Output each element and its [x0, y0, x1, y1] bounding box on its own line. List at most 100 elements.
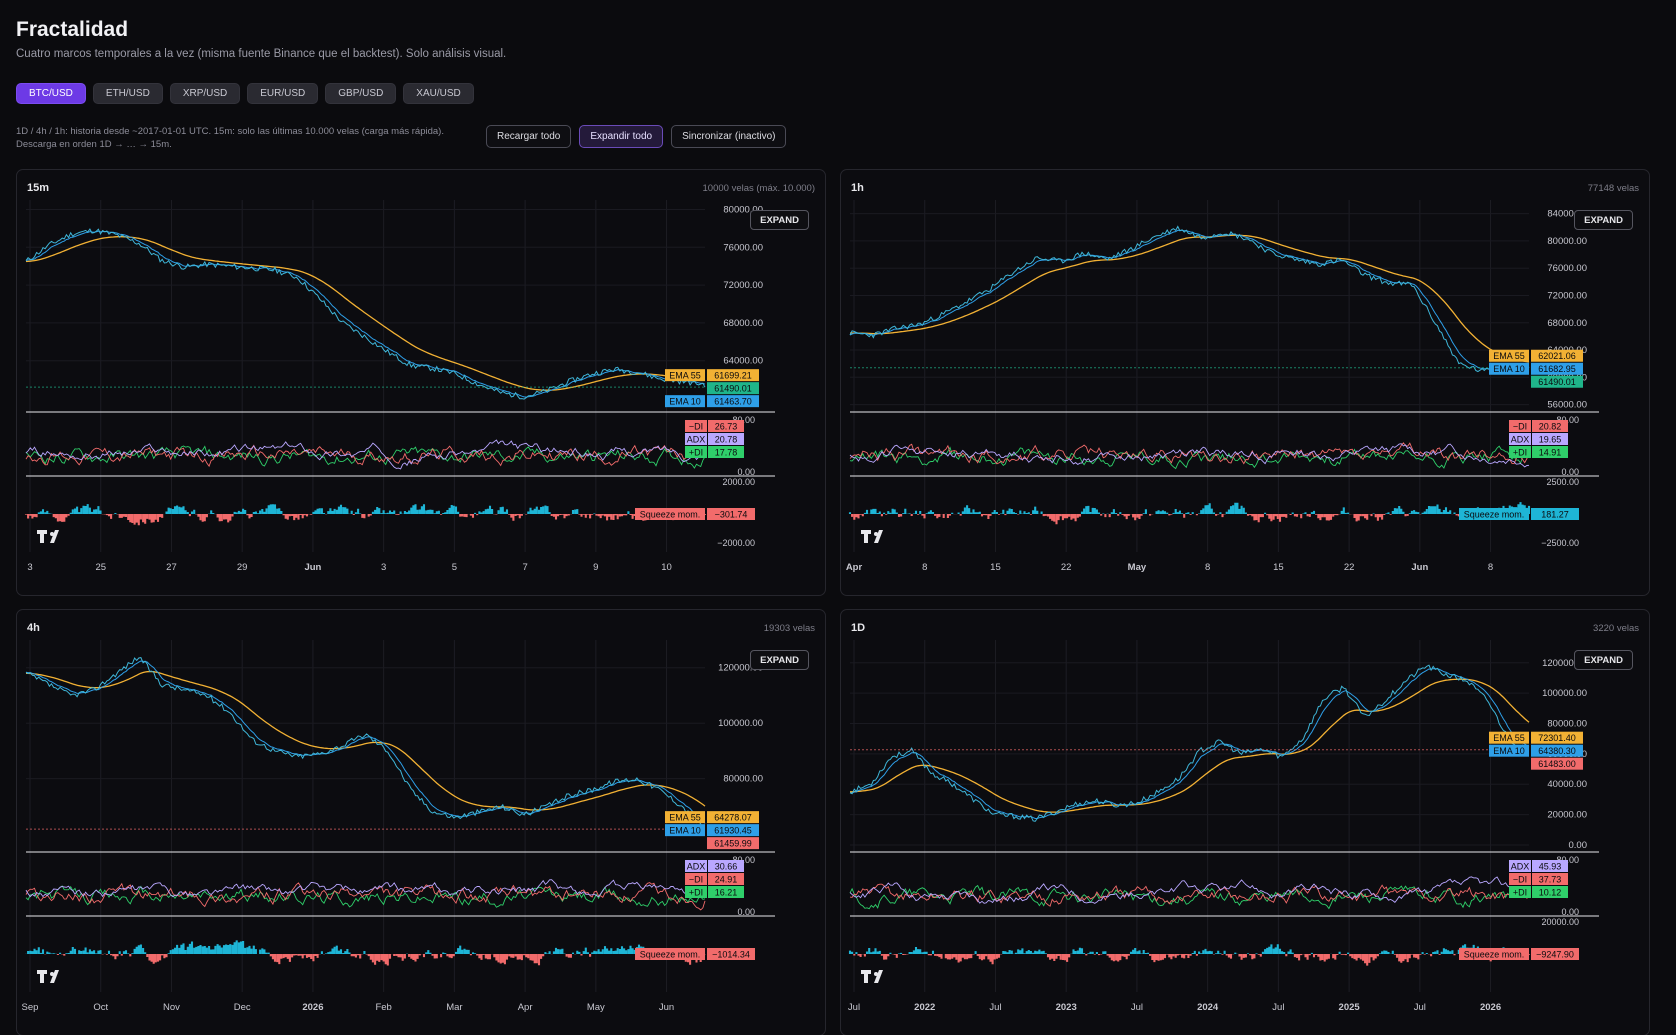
tag-value: 61699.21 [714, 370, 752, 380]
tag-name-box [1509, 873, 1531, 885]
tag-value-box [1531, 731, 1583, 744]
pair-button-xrp[interactable]: XRP/USD [169, 83, 241, 104]
tag-value: −1014.34 [712, 949, 750, 959]
candle-count: 77148 velas [1587, 183, 1639, 194]
tag-value-box [707, 395, 759, 408]
price-tick-label: 84000.00 [1547, 209, 1587, 220]
ema10-line [25, 660, 706, 824]
tag-value: −301.74 [715, 509, 748, 519]
price-tag: EMA 55 62021.06 [1489, 349, 1583, 362]
tradingview-logo-icon[interactable] [861, 530, 883, 543]
chart-canvas-1d[interactable]: 120000.00100000.0080000.0060000.0040000.… [841, 610, 1651, 1035]
plus-di-line [849, 445, 1530, 470]
tag-name: ADX [1511, 861, 1530, 871]
price-tick-label: 0.00 [1569, 840, 1588, 851]
reload-all-button[interactable]: Recargar todo [486, 125, 572, 148]
ema55-line [850, 678, 1530, 813]
expand-all-button[interactable]: Expandir todo [579, 125, 664, 148]
x-axis-label: 7 [522, 562, 527, 573]
tradingview-logo-icon[interactable] [37, 970, 59, 983]
x-axis-label: 8 [1205, 562, 1210, 573]
price-tick-label: 120000.00 [718, 663, 763, 674]
chart-canvas-15m[interactable]: 80000.0076000.0072000.0068000.0064000.00… [17, 170, 827, 597]
tag-value: 64278.07 [714, 812, 752, 822]
pair-button-xau[interactable]: XAU/USD [403, 83, 474, 104]
tag-value: 16.21 [715, 887, 738, 897]
plus-di-line [25, 445, 706, 469]
tag-value: 24.91 [715, 874, 738, 884]
tag-name-box [1489, 349, 1529, 362]
pair-button-btc[interactable]: BTC/USD [16, 83, 86, 104]
x-axis-label: Jul [1414, 1002, 1426, 1013]
price-tick-label: 72000.00 [1547, 290, 1587, 301]
candle-count: 10000 velas (máx. 10.000) [702, 183, 815, 194]
tag-name-box [685, 446, 707, 458]
x-axis-label: 2026 [1480, 1002, 1501, 1013]
price-tag: 61490.01 [707, 382, 759, 395]
tag-value: 20.78 [715, 434, 738, 444]
grid [29, 640, 668, 992]
adx-tag: −DI 37.73 [1509, 873, 1568, 885]
x-axis-label: 27 [166, 562, 177, 573]
tag-value-box [1531, 948, 1579, 960]
adx-tick-label: 0.00 [737, 907, 755, 917]
price-line [849, 225, 1530, 373]
price-tick-label: 100000.00 [718, 718, 763, 729]
sync-button[interactable]: Sincronizar (inactivo) [671, 125, 787, 148]
price-tag: EMA 10 61463.70 [665, 395, 759, 408]
adx-tag: +DI 16.21 [685, 886, 744, 898]
tag-name: +DI [1513, 887, 1527, 897]
tradingview-logo-icon[interactable] [861, 970, 883, 983]
expand-button[interactable]: EXPAND [750, 650, 809, 670]
tag-name: EMA 55 [669, 370, 701, 380]
momentum-negative-bars [44, 954, 707, 966]
tag-value-box [1532, 433, 1568, 445]
tag-name: EMA 55 [1493, 351, 1525, 361]
x-axis-label: Dec [234, 1002, 251, 1013]
x-axis-label: Jun [1411, 562, 1428, 573]
tag-name: Squeeze mom. [640, 509, 701, 519]
x-axis-label: Jul [1272, 1002, 1284, 1013]
tag-value: 181.27 [1541, 509, 1569, 519]
tag-value-box [1531, 744, 1583, 757]
tag-value-box [1531, 375, 1583, 388]
tag-name-box [685, 860, 707, 872]
tag-value-box [1531, 349, 1583, 362]
pair-button-eth[interactable]: ETH/USD [92, 83, 163, 104]
expand-button[interactable]: EXPAND [1574, 210, 1633, 230]
chart-canvas-4h[interactable]: 120000.00 100000.00 80000.00 EMA 55 64278.07… [17, 610, 827, 1035]
adx-tag: +DI 14.91 [1509, 446, 1568, 458]
tag-value-box [1532, 873, 1568, 885]
x-axis-label: Apr [846, 562, 863, 573]
ema10-line [849, 229, 1529, 371]
mom-tick-label: 20000.00 [1541, 917, 1579, 927]
tag-name-box [1509, 420, 1531, 432]
tag-name-box [1489, 362, 1529, 375]
tag-value-box [708, 886, 744, 898]
ema55-line [26, 670, 706, 811]
expand-button[interactable]: EXPAND [1574, 650, 1633, 670]
squeeze-momentum-tag: Squeeze mom. 181.27 [1459, 508, 1579, 520]
price-tick-label: 68000.00 [723, 318, 763, 329]
timeframe-label: 15m [27, 182, 50, 194]
x-axis-label: 3 [27, 562, 32, 573]
page-subtitle: Cuatro marcos temporales a la vez (misma… [16, 48, 507, 60]
tag-name-box [1509, 433, 1531, 445]
tradingview-logo-icon[interactable] [37, 530, 59, 543]
tag-value-box [1532, 420, 1568, 432]
tag-value: 61459.99 [714, 838, 752, 848]
tag-value: 30.66 [715, 861, 738, 871]
tag-value: 17.78 [715, 447, 738, 457]
x-axis-label: Jul [848, 1002, 860, 1013]
tag-value-box [707, 382, 759, 395]
pair-button-gbp[interactable]: GBP/USD [325, 83, 397, 104]
chart-canvas-1h[interactable]: 84000.00 80000.00 76000.00 72000.00 68000.00… [841, 170, 1651, 597]
expand-button[interactable]: EXPAND [750, 210, 809, 230]
x-axis-label: 2026 [302, 1002, 323, 1013]
tag-name-box [665, 369, 705, 382]
x-axis-label: 2025 [1339, 1002, 1361, 1013]
tag-value-box [708, 873, 744, 885]
pair-button-eur[interactable]: EUR/USD [247, 83, 319, 104]
adx-tag: ADX 20.78 [685, 433, 744, 445]
x-axis-label: May [1128, 562, 1147, 573]
